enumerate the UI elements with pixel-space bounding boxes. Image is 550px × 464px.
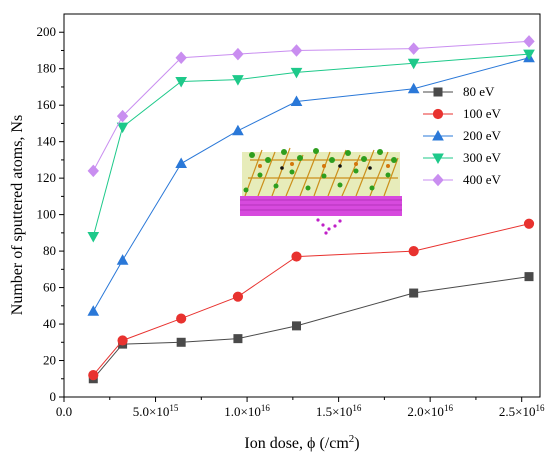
data-point (176, 337, 186, 347)
data-point (88, 370, 99, 381)
data-point (116, 109, 129, 123)
y-tick-label: 80 (43, 243, 56, 258)
data-point (232, 75, 244, 86)
legend-item: 300 eV (423, 150, 502, 165)
legend-item: 200 eV (423, 128, 502, 143)
data-point (408, 245, 419, 257)
data-point (408, 42, 420, 55)
y-tick-label: 20 (43, 353, 56, 368)
series-200-ev (87, 51, 535, 316)
y-tick-label: 160 (37, 97, 57, 112)
data-point (176, 313, 187, 324)
data-point (524, 272, 534, 282)
data-point (175, 157, 188, 169)
data-point (290, 95, 303, 107)
legend-marker (432, 129, 444, 141)
data-point (116, 122, 129, 134)
legend-label: 400 eV (463, 172, 502, 187)
series-300-ev (87, 49, 535, 243)
data-point (292, 321, 302, 331)
x-tick-label: 2.5×1016 (499, 403, 545, 419)
data-point (175, 76, 188, 88)
data-point (116, 254, 129, 265)
data-point (232, 291, 244, 302)
data-point (523, 49, 535, 61)
y-tick-label: 0 (50, 389, 57, 404)
data-point (175, 51, 187, 65)
legend-marker (433, 87, 443, 97)
data-point (117, 335, 128, 346)
data-point (407, 82, 420, 94)
legend-label: 300 eV (463, 150, 502, 165)
x-tick-label: 2.0×1016 (407, 403, 453, 419)
data-point (407, 58, 420, 70)
legend-marker (432, 108, 444, 120)
y-tick-label: 60 (43, 280, 56, 295)
data-point (232, 124, 244, 136)
series-line (92, 223, 530, 376)
inset-molecular-image (240, 147, 402, 235)
legend-item: 100 eV (423, 106, 502, 121)
series-400-ev (87, 35, 535, 178)
y-tick-label: 180 (37, 61, 57, 76)
legend-label: 200 eV (463, 128, 502, 143)
x-axis-title: Ion dose, ϕ (/cm2) (244, 433, 359, 452)
data-point (232, 47, 244, 61)
data-point (290, 67, 303, 79)
plot-frame (63, 13, 541, 398)
series-100-ev (88, 218, 535, 381)
axes: 0 20 40 60 80 100 120 140 160 180 200 0.0 5.0×1015 1.… (37, 13, 545, 419)
legend-item: 80 eV (423, 84, 495, 99)
y-tick-label: 100 (37, 207, 57, 222)
data-point (87, 305, 100, 316)
data-point (409, 288, 419, 298)
legend-marker (432, 153, 444, 165)
legend-label: 100 eV (463, 106, 502, 121)
y-axis-title: Number of sputtered atoms, Ns (9, 115, 26, 315)
data-point (523, 218, 535, 229)
data-point (233, 334, 243, 344)
series-line (92, 276, 530, 380)
y-tick-label: 120 (37, 170, 57, 185)
legend-label: 80 eV (463, 84, 495, 99)
y-tick-label: 40 (43, 316, 56, 331)
data-point (87, 164, 99, 178)
x-tick-label: 1.5×1016 (316, 403, 362, 419)
x-tick-label: 1.0×1016 (224, 403, 270, 419)
x-tick-label: 5.0×1015 (133, 403, 179, 419)
data-point (291, 251, 302, 262)
legend-item: 400 eV (423, 172, 502, 187)
data-point (87, 232, 100, 243)
y-tick-label: 200 (37, 24, 57, 39)
legend-marker (432, 173, 444, 187)
plot-area (87, 35, 535, 384)
data-point (290, 44, 303, 57)
legend: 80 eV 100 eV 200 eV 300 eV 400 eV (423, 84, 502, 187)
data-point (523, 35, 535, 48)
y-tick-label: 140 (37, 134, 57, 149)
x-tick-label: 0.0 (56, 404, 72, 419)
